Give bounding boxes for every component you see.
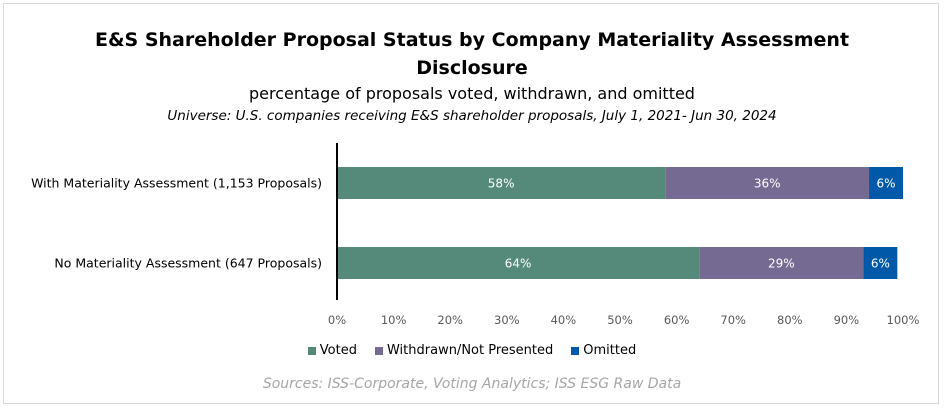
x-tick-label: 50%	[607, 313, 633, 327]
legend-swatch	[571, 346, 580, 355]
category-label: With Materiality Assessment (1,153 Propo…	[31, 176, 322, 191]
x-tick-label: 40%	[551, 313, 577, 327]
legend-item: Withdrawn/Not Presented	[374, 343, 554, 358]
data-label: 36%	[754, 177, 781, 191]
chart-universe-note: Universe: U.S. companies receiving E&S s…	[167, 108, 777, 124]
chart-title: E&S Shareholder Proposal Status by Compa…	[0, 26, 944, 82]
x-tick-label: 90%	[834, 313, 860, 327]
chart-title-line-2: Disclosure	[416, 57, 528, 79]
legend-swatch	[307, 346, 316, 355]
bar-segment-withdrawn-not-presented	[699, 247, 864, 279]
legend-swatch	[374, 346, 383, 355]
bar-segment-voted	[337, 247, 700, 279]
bar-segment-withdrawn-not-presented	[665, 167, 870, 199]
x-tick-label: 0%	[328, 313, 346, 327]
x-tick-label: 100%	[887, 313, 920, 327]
chart-title-line-1: E&S Shareholder Proposal Status by Compa…	[94, 29, 850, 51]
bar-segment-voted	[337, 167, 666, 199]
chart-frame	[3, 3, 939, 404]
legend-label: Voted	[319, 343, 357, 358]
chart-subtitle: percentage of proposals voted, withdrawn…	[249, 84, 695, 103]
legend-label: Withdrawn/Not Presented	[386, 343, 554, 358]
x-tick-label: 20%	[437, 313, 463, 327]
x-tick-label: 10%	[381, 313, 407, 327]
bar-segment-omitted	[863, 247, 898, 279]
data-label: 64%	[505, 257, 532, 271]
category-label: No Materiality Assessment (647 Proposals…	[54, 256, 322, 271]
data-label: 6%	[876, 177, 895, 191]
bar-segment-omitted	[869, 167, 903, 199]
legend-item: Omitted	[571, 343, 636, 358]
data-label: 58%	[488, 177, 515, 191]
x-tick-label: 80%	[777, 313, 803, 327]
legend-label: Omitted	[583, 343, 637, 358]
data-label: 6%	[871, 257, 890, 271]
x-tick-label: 30%	[494, 313, 520, 327]
x-tick-label: 60%	[664, 313, 690, 327]
x-tick-label: 70%	[720, 313, 746, 327]
chart-source-note: Sources: ISS-Corporate, Voting Analytics…	[262, 376, 682, 392]
data-label: 29%	[768, 257, 795, 271]
chart-legend: Voted Withdrawn/Not Presented Omitted	[0, 343, 944, 358]
legend-item: Voted	[307, 343, 357, 358]
